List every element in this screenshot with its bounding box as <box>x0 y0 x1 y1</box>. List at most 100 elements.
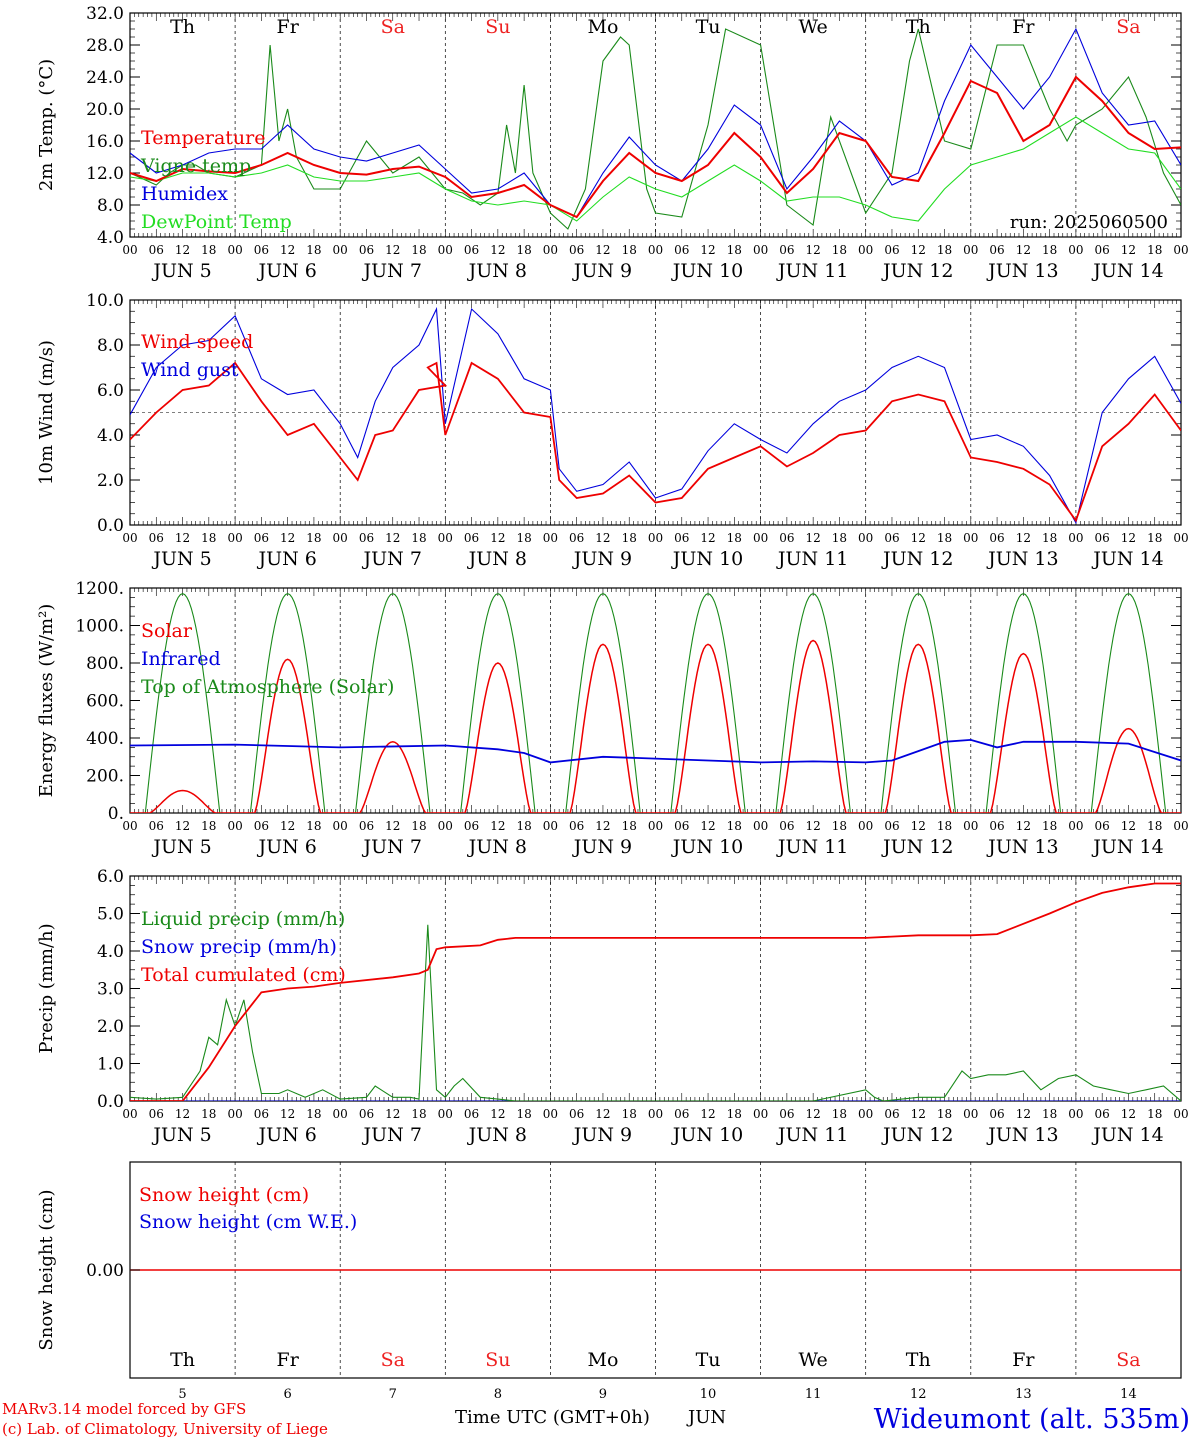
hour-tick-label: 18 <box>727 1107 742 1121</box>
hour-tick-label: 18 <box>201 243 216 257</box>
y-tick-label: 8.0 <box>97 196 124 216</box>
hour-tick-label: 06 <box>359 1107 374 1121</box>
weekday-label: Th <box>170 16 195 38</box>
hour-tick-label: 00 <box>1068 819 1083 833</box>
date-label: JUN 6 <box>256 836 316 858</box>
y-tick-label: 32.0 <box>86 4 124 24</box>
date-label: JUN 10 <box>671 836 743 858</box>
hour-tick-label: 18 <box>411 1107 426 1121</box>
hour-tick-label: 18 <box>201 819 216 833</box>
y-tick-label: 10.0 <box>86 291 124 311</box>
hour-tick-label: 06 <box>884 243 899 257</box>
model-credit: MARv3.14 model forced by GFS <box>2 1400 246 1418</box>
hour-tick-label: 12 <box>175 243 190 257</box>
hour-tick-label: 18 <box>727 531 742 545</box>
hour-tick-label: 06 <box>359 243 374 257</box>
date-label: JUN 10 <box>671 260 743 282</box>
hour-tick-label: 12 <box>595 819 610 833</box>
date-label: JUN 5 <box>151 548 211 570</box>
hour-tick-label: 18 <box>1147 819 1162 833</box>
weekday-label: Th <box>906 1349 931 1371</box>
hour-tick-label: 06 <box>149 531 164 545</box>
y-tick-label: 4.0 <box>97 942 124 962</box>
legend-entry: Vigne temp <box>140 155 251 177</box>
date-label: JUN 6 <box>256 548 316 570</box>
hour-tick-label: 06 <box>149 243 164 257</box>
date-label: JUN 8 <box>467 836 527 858</box>
series-solar-line <box>130 639 1181 813</box>
hour-tick-label: 06 <box>989 1107 1004 1121</box>
hour-tick-label: 00 <box>1068 531 1083 545</box>
hour-tick-label: 18 <box>306 531 321 545</box>
y-tick-label: 1.0 <box>97 1055 124 1075</box>
series-dewpoint-temp-line <box>130 116 1181 222</box>
date-label: JUN 7 <box>362 836 422 858</box>
hour-tick-label: 18 <box>1147 243 1162 257</box>
hour-tick-label: 06 <box>464 1107 479 1121</box>
hour-tick-label: 18 <box>622 243 637 257</box>
hour-tick-label: 00 <box>753 819 768 833</box>
series-toa-solar-line <box>130 592 1181 813</box>
series-wind-speed-line <box>130 361 1181 523</box>
date-label: JUN 13 <box>986 260 1058 282</box>
y-tick-label: 0.0 <box>97 516 124 536</box>
series-total-cumulated-cm-line <box>130 882 1181 1101</box>
day-number-label: 8 <box>494 1387 502 1402</box>
day-number-label: 10 <box>700 1387 717 1402</box>
hour-tick-label: 00 <box>858 243 873 257</box>
hour-tick-label: 12 <box>490 1107 505 1121</box>
legend-entry: Total cumulated (cm) <box>141 964 346 986</box>
hour-tick-label: 06 <box>1095 1107 1110 1121</box>
hour-tick-label: 00 <box>753 1107 768 1121</box>
hour-tick-label: 18 <box>516 243 531 257</box>
date-label: JUN 7 <box>362 1124 422 1146</box>
y-tick-label: 800. <box>86 654 124 674</box>
hour-tick-label: 18 <box>201 1107 216 1121</box>
y-tick-label: 8.0 <box>97 336 124 356</box>
energy-lines <box>130 592 1181 813</box>
hour-tick-label: 00 <box>963 243 978 257</box>
weekday-label: We <box>799 16 828 38</box>
hour-tick-label: 00 <box>122 1107 137 1121</box>
hour-tick-label: 18 <box>306 819 321 833</box>
date-label: JUN 9 <box>572 1124 632 1146</box>
weekday-label: Th <box>906 16 931 38</box>
y-tick-label: 200. <box>86 767 124 787</box>
y-tick-label: 400. <box>86 729 124 749</box>
date-label: JUN 12 <box>881 836 953 858</box>
date-label: JUN 11 <box>776 260 848 282</box>
hour-tick-label: 12 <box>1016 819 1031 833</box>
hour-tick-label: 12 <box>700 1107 715 1121</box>
hour-tick-label: 06 <box>1095 243 1110 257</box>
legend-entry: Top of Atmosphere (Solar) <box>141 676 394 698</box>
hour-tick-label: 00 <box>963 531 978 545</box>
hour-tick-label: 06 <box>779 243 794 257</box>
hour-tick-label: 00 <box>333 243 348 257</box>
hour-tick-label: 00 <box>753 531 768 545</box>
y-tick-label: 5.0 <box>97 905 124 925</box>
y-tick-label: 0.00 <box>86 1261 124 1281</box>
hour-tick-label: 06 <box>569 1107 584 1121</box>
month-label: JUN <box>686 1407 726 1428</box>
date-label: JUN 8 <box>467 1124 527 1146</box>
hour-tick-label: 00 <box>963 819 978 833</box>
series-temperature-line <box>130 75 1181 219</box>
hour-tick-label: 18 <box>411 819 426 833</box>
date-label: JUN 11 <box>776 836 848 858</box>
precip-lines <box>130 882 1181 1101</box>
hour-tick-label: 12 <box>806 1107 821 1121</box>
hour-tick-label: 12 <box>490 243 505 257</box>
hour-tick-label: 18 <box>727 243 742 257</box>
hour-tick-label: 00 <box>543 243 558 257</box>
hour-tick-label: 00 <box>227 531 242 545</box>
hour-tick-label: 06 <box>674 819 689 833</box>
date-label: JUN 14 <box>1091 836 1163 858</box>
hour-tick-label: 06 <box>464 243 479 257</box>
hour-tick-label: 18 <box>832 1107 847 1121</box>
hour-tick-label: 12 <box>595 243 610 257</box>
hour-tick-label: 12 <box>911 243 926 257</box>
hour-tick-label: 00 <box>227 819 242 833</box>
series-humidex-line <box>130 27 1181 218</box>
day-number-label: 13 <box>1015 1387 1032 1402</box>
series-wind-gust-line <box>130 306 1181 525</box>
